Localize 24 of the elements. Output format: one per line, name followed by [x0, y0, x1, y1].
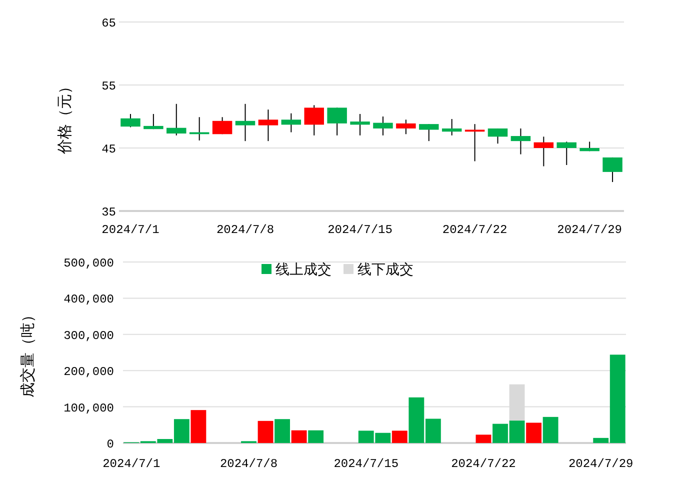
x-tick-label: 2024/7/15	[328, 223, 392, 237]
y-tick-label: 0	[106, 438, 114, 452]
x-tick-label: 2024/7/29	[568, 457, 634, 471]
legend-label: 线下成交	[358, 261, 414, 277]
y-tick-label: 500,000	[64, 256, 114, 270]
y-tick-label: 55	[102, 80, 116, 94]
x-tick-label: 2024/7/29	[557, 223, 622, 237]
y-axis-title: 成交量（吨）	[20, 308, 36, 398]
y-tick-label: 35	[102, 206, 116, 220]
legend-label: 线上成交	[276, 261, 332, 277]
x-tick-label: 2024/7/1	[102, 457, 160, 471]
y-tick-label: 65	[102, 16, 116, 30]
x-tick-label: 2024/7/22	[442, 223, 508, 237]
y-axis-title: 价格（元）	[56, 79, 74, 155]
y-tick-label: 100,000	[64, 401, 114, 416]
y-tick-label: 45	[102, 142, 116, 156]
x-tick-label: 2024/7/8	[220, 457, 278, 471]
x-tick-label: 2024/7/22	[451, 457, 516, 471]
x-tick-label: 2024/7/1	[102, 223, 160, 237]
x-tick-label: 2024/7/8	[216, 223, 274, 237]
y-tick-label: 300,000	[64, 328, 114, 343]
x-tick-label: 2024/7/15	[334, 457, 399, 471]
y-tick-label: 200,000	[64, 365, 114, 380]
y-tick-label: 400,000	[64, 292, 114, 307]
